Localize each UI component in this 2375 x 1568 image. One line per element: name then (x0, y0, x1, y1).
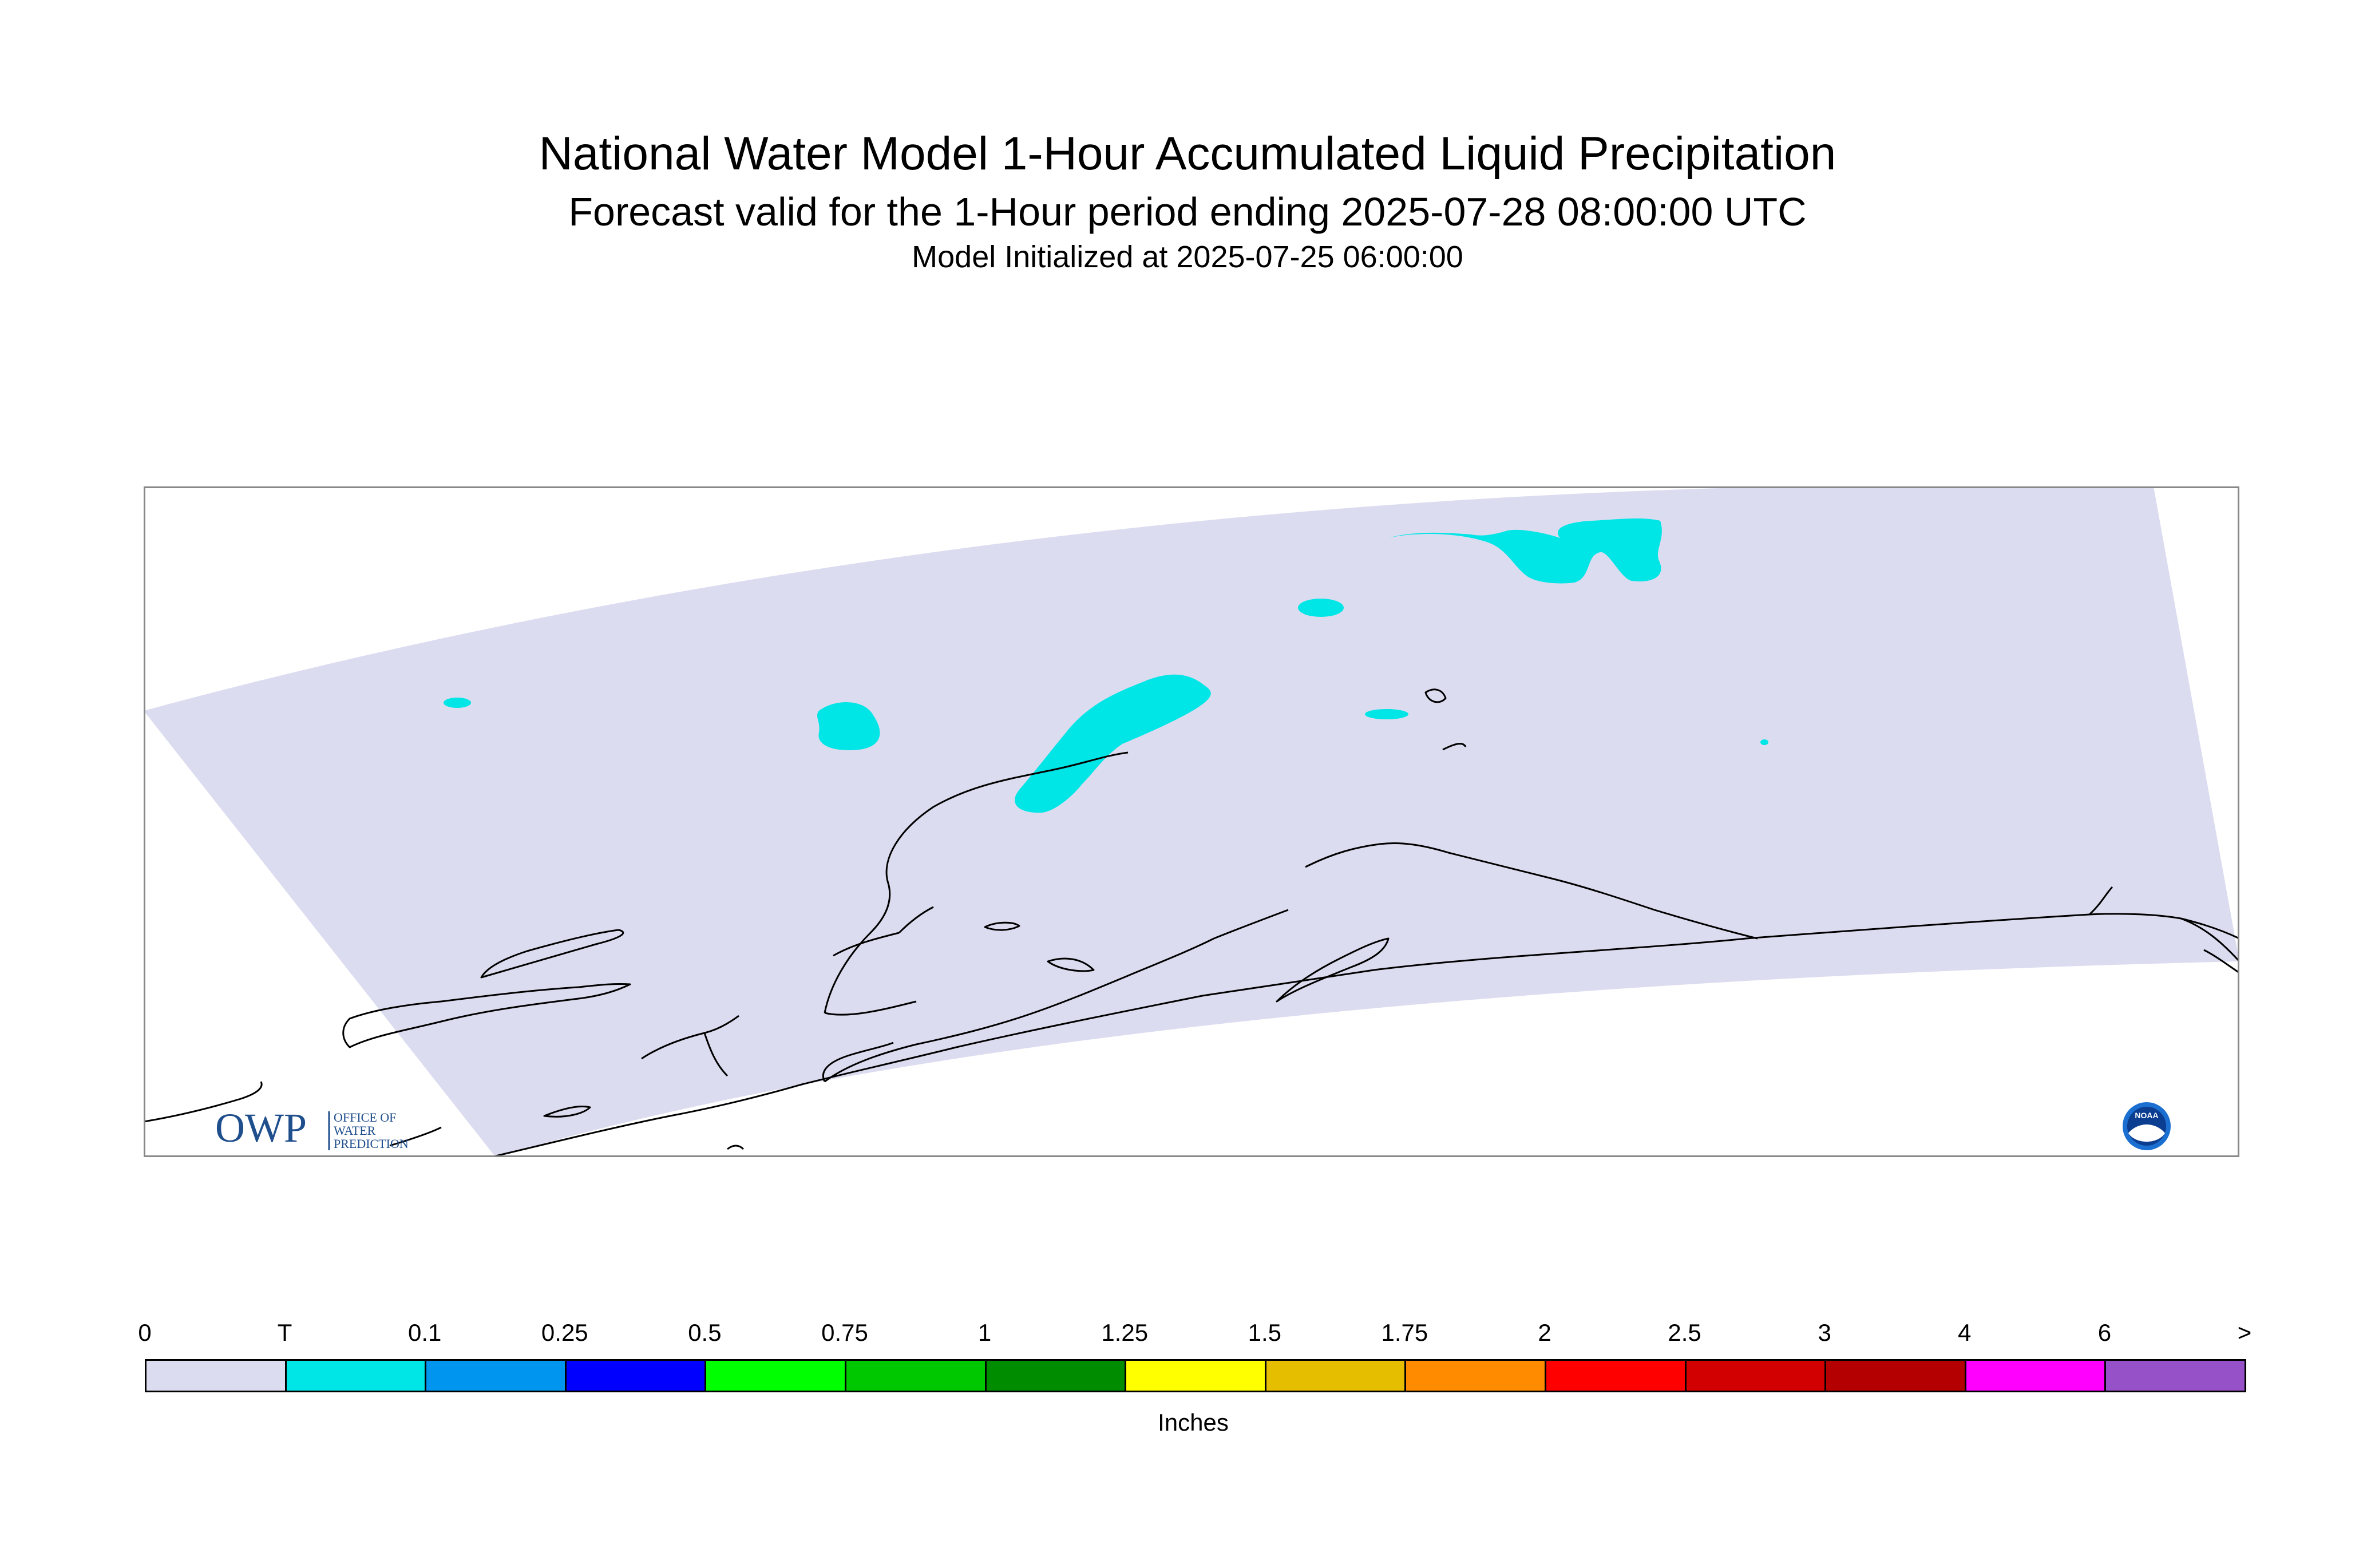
legend-swatch (1404, 1359, 1546, 1392)
coastline-southwest (144, 1081, 442, 1147)
legend-tick-label: 2 (1538, 1319, 1551, 1346)
precip-area (1298, 599, 1344, 617)
legend-tick-label: 6 (2097, 1319, 2112, 1346)
map-subtitle: Forecast valid for the 1-Hour period end… (568, 189, 1807, 234)
coastline-western (342, 983, 631, 1048)
owp-logo-initials: OWP (215, 1105, 307, 1151)
coastline-gulf (1305, 842, 1758, 940)
legend-tick-label: > (2237, 1319, 2252, 1346)
legend-tick-label: 0.5 (688, 1319, 722, 1346)
precip-area (817, 702, 880, 750)
legend-tick-label: 4 (1958, 1319, 1972, 1346)
legend-tick-label: 1.75 (1381, 1319, 1428, 1346)
legend-swatch (1824, 1359, 1966, 1392)
coastline-peninsula (822, 909, 1289, 1083)
precip-area (1365, 709, 1408, 719)
legend-swatch (1684, 1359, 1827, 1392)
precipitation-map: OWP OFFICE OF WATER PREDICTION NOAA (144, 486, 2239, 1157)
legend-swatch (1545, 1359, 1687, 1392)
coastline-island (984, 921, 1020, 931)
precip-area (1015, 674, 1211, 813)
legend-tick-label: T (277, 1319, 292, 1346)
legend-swatch (704, 1359, 846, 1392)
coastline-islands (1424, 688, 1467, 751)
map-frame (144, 486, 2239, 1157)
legend-tick-label: 0 (138, 1319, 152, 1346)
legend-tick-label: 0.25 (541, 1319, 588, 1346)
legend-swatch (984, 1359, 1127, 1392)
coastline-bristol (641, 1015, 739, 1077)
legend-tick-label: 1 (977, 1319, 992, 1346)
legend-tick-label: 2.5 (1668, 1319, 1701, 1346)
precip-area (1388, 518, 1662, 584)
noaa-logo-icon: NOAA (2123, 1102, 2171, 1150)
legend-units-label: Inches (1158, 1409, 1229, 1436)
map-title: National Water Model 1-Hour Accumulated … (539, 128, 1836, 180)
coastline-island (1047, 957, 1095, 972)
owp-logo-line2: WATER (334, 1123, 376, 1138)
legend-swatch (1964, 1359, 2107, 1392)
coastline-yukon (833, 906, 934, 957)
owp-logo: OWP OFFICE OF WATER PREDICTION (215, 1105, 409, 1151)
coastline-stlawrence (543, 1105, 591, 1118)
model-init-label: Model Initialized at 2025-07-25 06:00:00 (912, 240, 1463, 274)
legend-tick-label: 0.75 (821, 1319, 868, 1346)
precip-area (444, 698, 471, 708)
coastline-sw-islands (727, 1145, 745, 1150)
legend-tick-label: 0.1 (407, 1319, 442, 1346)
legend-swatch (2104, 1359, 2246, 1392)
noaa-logo-label: NOAA (2135, 1111, 2158, 1120)
legend-swatch (145, 1359, 287, 1392)
coastline-nunivak (480, 929, 624, 979)
legend-swatch (425, 1359, 567, 1392)
legend-tick-label: 1.5 (1248, 1319, 1281, 1346)
model-domain (144, 486, 2239, 1157)
legend-swatch (845, 1359, 987, 1392)
legend-swatch (1125, 1359, 1266, 1392)
coastline-kenai (1276, 937, 1390, 1003)
coastlines (144, 688, 2239, 1157)
owp-logo-line3: PREDICTION (334, 1137, 409, 1151)
legend-swatch (564, 1359, 707, 1392)
owp-logo-line1: OFFICE OF (334, 1110, 396, 1124)
coastline-mainland (495, 913, 2239, 1157)
coastline-yukon-border (2088, 886, 2239, 974)
legend-tick-label: 1.25 (1101, 1319, 1149, 1346)
precip-area (1760, 739, 1768, 745)
coastline-cook-inlet (824, 751, 1129, 1016)
legend-swatch (1264, 1359, 1407, 1392)
legend-tick-label: 3 (1818, 1319, 1831, 1346)
legend-swatch (284, 1359, 427, 1392)
precip-areas (444, 518, 1768, 813)
